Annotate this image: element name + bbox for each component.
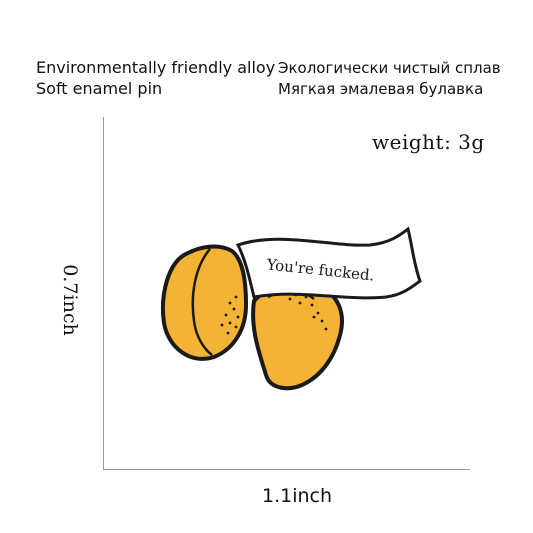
width-dimension-line [103, 469, 470, 470]
height-dimension-label: 0.7inch [59, 264, 81, 336]
height-dimension-line [103, 117, 104, 469]
weight-label: weight: 3g [372, 130, 485, 154]
fortune-banner: You're fucked. [235, 226, 422, 300]
material-line-english: Environmentally friendly alloy [36, 58, 276, 77]
material-line-russian: Экологически чистый сплав [278, 59, 501, 77]
fortune-cookie-pin-image: You're fucked. [161, 226, 422, 391]
pin-type-line-russian: Мягкая эмалевая булавка [278, 80, 484, 98]
pin-type-line-english: Soft enamel pin [36, 79, 163, 98]
right-cookie-half [251, 281, 344, 391]
width-dimension-label: 1.1inch [262, 485, 333, 507]
left-cookie-half [161, 244, 249, 361]
